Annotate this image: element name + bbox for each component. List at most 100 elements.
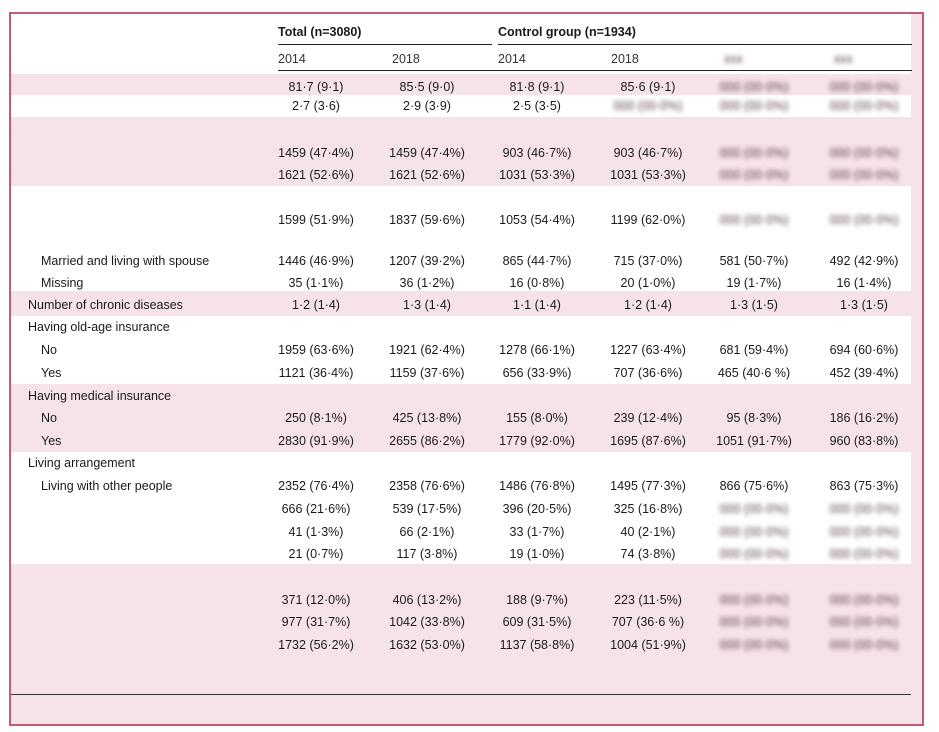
- table-row: Married and living with spouse 1446 (46·9…: [0, 251, 939, 271]
- table-cell: 1779 (92·0%): [499, 434, 575, 448]
- table-row: 977 (31·7%) 1042 (33·8%) 609 (31·5%) 707 (3…: [0, 612, 939, 632]
- table-row: 1621 (52·6%) 1621 (52·6%) 1031 (53·3%) 1031…: [0, 165, 939, 185]
- table-row: Living with other people 2352 (76·4%) 2358…: [0, 476, 939, 496]
- table-cell: 1053 (54·4%): [499, 213, 575, 227]
- band: [11, 186, 911, 291]
- year-header: 2018: [392, 52, 420, 66]
- table-cell: 903 (46·7%): [502, 146, 572, 160]
- table-cell: 250 (8·1%): [285, 411, 347, 425]
- table-cell: 960 (83·8%): [829, 434, 899, 448]
- table-cell: 681 (59·4%): [719, 343, 789, 357]
- table-cell: 325 (16·8%): [613, 502, 683, 516]
- table-cell: 1·3 (1·5): [730, 298, 778, 312]
- table-cell: 2352 (76·4%): [278, 479, 354, 493]
- table-cell: 21 (0·7%): [288, 547, 344, 561]
- table-cell: 000 (00·0%): [719, 168, 789, 182]
- table-cell: 1227 (63·4%): [610, 343, 686, 357]
- year-header-blurred: xxx: [724, 52, 743, 66]
- table-cell: 1621 (52·6%): [389, 168, 465, 182]
- row-label: Number of chronic diseases: [28, 298, 183, 312]
- table-cell: 903 (46·7%): [613, 146, 683, 160]
- table-cell: 666 (21·6%): [281, 502, 351, 516]
- row-label: Married and living with spouse: [41, 254, 210, 268]
- table-cell: 1·3 (1·5): [840, 298, 888, 312]
- table-cell: 239 (12·4%): [613, 411, 683, 425]
- table-cell: 1921 (62·4%): [389, 343, 465, 357]
- table-cell: 000 (00·0%): [719, 593, 789, 607]
- table-cell: 1159 (37·6%): [389, 366, 465, 380]
- table-cell: 000 (00·0%): [613, 99, 683, 113]
- table-cell: 155 (8·0%): [506, 411, 568, 425]
- table-row: Having medical insurance: [0, 386, 939, 406]
- row-label: No: [41, 411, 57, 425]
- table-cell: 492 (42·9%): [829, 254, 899, 268]
- table-cell: 1121 (36·4%): [278, 366, 354, 380]
- table-cell: 000 (00·0%): [719, 146, 789, 160]
- table-cell: 866 (75·6%): [719, 479, 789, 493]
- table-cell: 1031 (53·3%): [610, 168, 686, 182]
- table-cell: 000 (00·0%): [719, 615, 789, 629]
- table-cell: 452 (39·4%): [829, 366, 899, 380]
- table-cell: 1·2 (1·4): [624, 298, 672, 312]
- table-cell: 1446 (46·9%): [278, 254, 354, 268]
- table-cell: 396 (20·5%): [502, 502, 572, 516]
- table-row: 2·7 (3·6) 2·9 (3·9) 2·5 (3·5) 000 (00·0%) 00…: [0, 96, 939, 116]
- table-cell: 000 (00·0%): [829, 146, 899, 160]
- table-cell: 1459 (47·4%): [389, 146, 465, 160]
- table-row: 371 (12·0%) 406 (13·2%) 188 (9·7%) 223 (11·…: [0, 590, 939, 610]
- table-cell: 1732 (56·2%): [278, 638, 354, 652]
- table-cell: 000 (00·0%): [829, 593, 899, 607]
- table-cell: 19 (1·0%): [509, 547, 565, 561]
- table-cell: 2·7 (3·6): [292, 99, 340, 113]
- table-cell: 40 (2·1%): [620, 525, 676, 539]
- table-cell: 2·9 (3·9): [403, 99, 451, 113]
- table-cell: 1495 (77·3%): [610, 479, 686, 493]
- table-cell: 81·7 (9·1): [288, 80, 344, 94]
- table-cell: 000 (00·0%): [829, 547, 899, 561]
- table-cell: 1·1 (1·4): [513, 298, 561, 312]
- year-header: 2018: [611, 52, 639, 66]
- table-row: 1732 (56·2%) 1632 (53·0%) 1137 (58·8%) 1004…: [0, 635, 939, 655]
- table-cell: 19 (1·7%): [726, 276, 782, 290]
- table-cell: 000 (00·0%): [829, 168, 899, 182]
- table-cell: 000 (00·0%): [719, 80, 789, 94]
- table-cell: 1051 (91·7%): [716, 434, 792, 448]
- table-cell: 117 (3·8%): [396, 547, 458, 561]
- table-cell: 465 (40·6 %): [717, 366, 791, 380]
- table-cell: 609 (31·5%): [502, 615, 572, 629]
- table-cell: 977 (31·7%): [281, 615, 351, 629]
- table-row: 41 (1·3%) 66 (2·1%) 33 (1·7%) 40 (2·1%) 000 …: [0, 522, 939, 542]
- row-label: Living arrangement: [28, 456, 136, 470]
- table-cell: 81·8 (9·1): [509, 80, 565, 94]
- table-cell: 715 (37·0%): [613, 254, 683, 268]
- table-cell: 1207 (39·2%): [389, 254, 465, 268]
- table-cell: 20 (1·0%): [620, 276, 676, 290]
- table-cell: 1042 (33·8%): [389, 615, 465, 629]
- table-cell: 85·5 (9·0): [399, 80, 455, 94]
- table-cell: 425 (13·8%): [392, 411, 462, 425]
- table-cell: 000 (00·0%): [829, 525, 899, 539]
- table-cell: 1004 (51·9%): [610, 638, 686, 652]
- table-cell: 406 (13·2%): [392, 593, 462, 607]
- table-cell: 1459 (47·4%): [278, 146, 354, 160]
- table-row: 666 (21·6%) 539 (17·5%) 396 (20·5%) 325 (16…: [0, 499, 939, 519]
- table-cell: 2358 (76·6%): [389, 479, 465, 493]
- table-cell: 000 (00·0%): [719, 502, 789, 516]
- row-label: No: [41, 343, 57, 357]
- table-cell: 186 (16·2%): [829, 411, 899, 425]
- table-bottom-rule: [11, 694, 911, 695]
- table-cell: 000 (00·0%): [719, 525, 789, 539]
- table-row: 81·7 (9·1) 85·5 (9·0) 81·8 (9·1) 85·6 (9·1)…: [0, 77, 939, 97]
- table-cell: 2·5 (3·5): [513, 99, 561, 113]
- table-cell: 36 (1·2%): [399, 276, 455, 290]
- table-row: Missing 35 (1·1%) 36 (1·2%) 16 (0·8%) 20 (1·…: [0, 273, 939, 293]
- table-cell: 1599 (51·9%): [278, 213, 354, 227]
- table-cell: 35 (1·1%): [288, 276, 344, 290]
- table-cell: 000 (00·0%): [829, 502, 899, 516]
- table-cell: 000 (00·0%): [829, 638, 899, 652]
- band: [11, 95, 911, 117]
- control-group-header: Control group (n=1934): [498, 25, 636, 39]
- table-cell: 74 (3·8%): [620, 547, 676, 561]
- table-cell: 000 (00·0%): [829, 99, 899, 113]
- table-row: No 1959 (63·6%) 1921 (62·4%) 1278 (66·1%) 12…: [0, 340, 939, 360]
